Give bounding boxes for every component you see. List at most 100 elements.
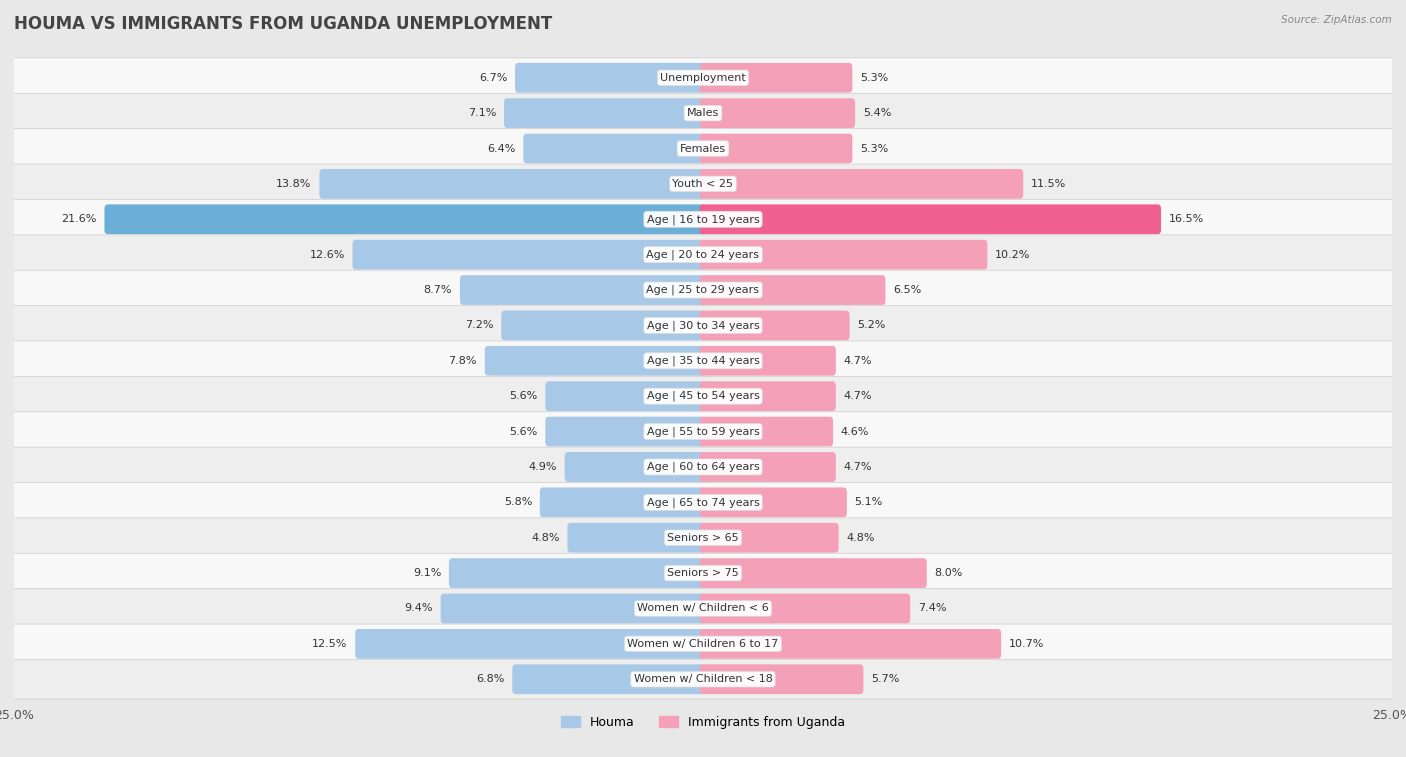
FancyBboxPatch shape: [485, 346, 706, 375]
Text: Age | 20 to 24 years: Age | 20 to 24 years: [647, 249, 759, 260]
FancyBboxPatch shape: [700, 63, 852, 92]
FancyBboxPatch shape: [10, 589, 1396, 628]
Text: 4.6%: 4.6%: [841, 427, 869, 437]
Text: 5.2%: 5.2%: [858, 320, 886, 330]
FancyBboxPatch shape: [546, 382, 706, 411]
Text: 5.6%: 5.6%: [509, 427, 537, 437]
FancyBboxPatch shape: [700, 488, 846, 517]
Text: Age | 65 to 74 years: Age | 65 to 74 years: [647, 497, 759, 508]
FancyBboxPatch shape: [319, 169, 706, 199]
Text: 5.8%: 5.8%: [503, 497, 531, 507]
Text: Unemployment: Unemployment: [661, 73, 745, 83]
Text: 5.4%: 5.4%: [863, 108, 891, 118]
FancyBboxPatch shape: [10, 341, 1396, 381]
FancyBboxPatch shape: [700, 204, 1161, 234]
FancyBboxPatch shape: [10, 482, 1396, 522]
FancyBboxPatch shape: [700, 558, 927, 588]
FancyBboxPatch shape: [10, 235, 1396, 275]
Text: HOUMA VS IMMIGRANTS FROM UGANDA UNEMPLOYMENT: HOUMA VS IMMIGRANTS FROM UGANDA UNEMPLOY…: [14, 15, 553, 33]
Text: 6.5%: 6.5%: [893, 285, 921, 295]
Text: Age | 35 to 44 years: Age | 35 to 44 years: [647, 356, 759, 366]
Text: Age | 55 to 59 years: Age | 55 to 59 years: [647, 426, 759, 437]
FancyBboxPatch shape: [10, 306, 1396, 345]
Text: 4.9%: 4.9%: [529, 462, 557, 472]
Text: 9.4%: 9.4%: [405, 603, 433, 613]
Text: Women w/ Children 6 to 17: Women w/ Children 6 to 17: [627, 639, 779, 649]
Text: 10.2%: 10.2%: [995, 250, 1031, 260]
FancyBboxPatch shape: [540, 488, 706, 517]
FancyBboxPatch shape: [523, 134, 706, 164]
FancyBboxPatch shape: [10, 58, 1396, 98]
Text: 5.6%: 5.6%: [509, 391, 537, 401]
Text: 7.8%: 7.8%: [449, 356, 477, 366]
FancyBboxPatch shape: [104, 204, 706, 234]
Text: 21.6%: 21.6%: [62, 214, 97, 224]
Text: 4.7%: 4.7%: [844, 391, 872, 401]
FancyBboxPatch shape: [700, 169, 1024, 199]
Text: 16.5%: 16.5%: [1168, 214, 1204, 224]
Text: 7.1%: 7.1%: [468, 108, 496, 118]
Text: 7.4%: 7.4%: [918, 603, 946, 613]
FancyBboxPatch shape: [700, 416, 834, 447]
FancyBboxPatch shape: [565, 452, 706, 481]
FancyBboxPatch shape: [10, 553, 1396, 593]
Text: Age | 45 to 54 years: Age | 45 to 54 years: [647, 391, 759, 401]
Text: Age | 30 to 34 years: Age | 30 to 34 years: [647, 320, 759, 331]
Text: 9.1%: 9.1%: [413, 568, 441, 578]
Text: 6.7%: 6.7%: [479, 73, 508, 83]
Text: Age | 25 to 29 years: Age | 25 to 29 years: [647, 285, 759, 295]
Text: 7.2%: 7.2%: [465, 320, 494, 330]
FancyBboxPatch shape: [700, 276, 886, 305]
Text: 5.7%: 5.7%: [872, 674, 900, 684]
FancyBboxPatch shape: [512, 665, 706, 694]
FancyBboxPatch shape: [515, 63, 706, 92]
Legend: Houma, Immigrants from Uganda: Houma, Immigrants from Uganda: [555, 711, 851, 734]
FancyBboxPatch shape: [700, 523, 838, 553]
FancyBboxPatch shape: [700, 98, 855, 128]
Text: 5.1%: 5.1%: [855, 497, 883, 507]
Text: 6.8%: 6.8%: [477, 674, 505, 684]
FancyBboxPatch shape: [568, 523, 706, 553]
Text: 8.0%: 8.0%: [935, 568, 963, 578]
FancyBboxPatch shape: [449, 558, 706, 588]
Text: 4.7%: 4.7%: [844, 356, 872, 366]
FancyBboxPatch shape: [10, 518, 1396, 557]
Text: 8.7%: 8.7%: [423, 285, 453, 295]
Text: Age | 16 to 19 years: Age | 16 to 19 years: [647, 214, 759, 225]
FancyBboxPatch shape: [10, 93, 1396, 133]
Text: 11.5%: 11.5%: [1031, 179, 1066, 189]
FancyBboxPatch shape: [10, 412, 1396, 451]
Text: Source: ZipAtlas.com: Source: ZipAtlas.com: [1281, 15, 1392, 25]
FancyBboxPatch shape: [700, 665, 863, 694]
FancyBboxPatch shape: [700, 240, 987, 269]
Text: Women w/ Children < 18: Women w/ Children < 18: [634, 674, 772, 684]
FancyBboxPatch shape: [10, 659, 1396, 699]
FancyBboxPatch shape: [546, 416, 706, 447]
FancyBboxPatch shape: [10, 164, 1396, 204]
Text: 13.8%: 13.8%: [277, 179, 312, 189]
FancyBboxPatch shape: [356, 629, 706, 659]
FancyBboxPatch shape: [10, 129, 1396, 168]
FancyBboxPatch shape: [700, 310, 849, 341]
FancyBboxPatch shape: [502, 310, 706, 341]
Text: 10.7%: 10.7%: [1010, 639, 1045, 649]
Text: 5.3%: 5.3%: [860, 73, 889, 83]
FancyBboxPatch shape: [700, 452, 835, 481]
Text: 12.6%: 12.6%: [309, 250, 344, 260]
FancyBboxPatch shape: [700, 629, 1001, 659]
FancyBboxPatch shape: [440, 593, 706, 623]
Text: 4.8%: 4.8%: [846, 533, 875, 543]
Text: Seniors > 75: Seniors > 75: [666, 568, 740, 578]
Text: 5.3%: 5.3%: [860, 144, 889, 154]
FancyBboxPatch shape: [10, 200, 1396, 239]
FancyBboxPatch shape: [700, 346, 835, 375]
Text: 4.7%: 4.7%: [844, 462, 872, 472]
Text: Females: Females: [681, 144, 725, 154]
Text: 12.5%: 12.5%: [312, 639, 347, 649]
Text: Males: Males: [688, 108, 718, 118]
FancyBboxPatch shape: [460, 276, 706, 305]
FancyBboxPatch shape: [700, 382, 835, 411]
FancyBboxPatch shape: [700, 134, 852, 164]
Text: 6.4%: 6.4%: [488, 144, 516, 154]
Text: 4.8%: 4.8%: [531, 533, 560, 543]
